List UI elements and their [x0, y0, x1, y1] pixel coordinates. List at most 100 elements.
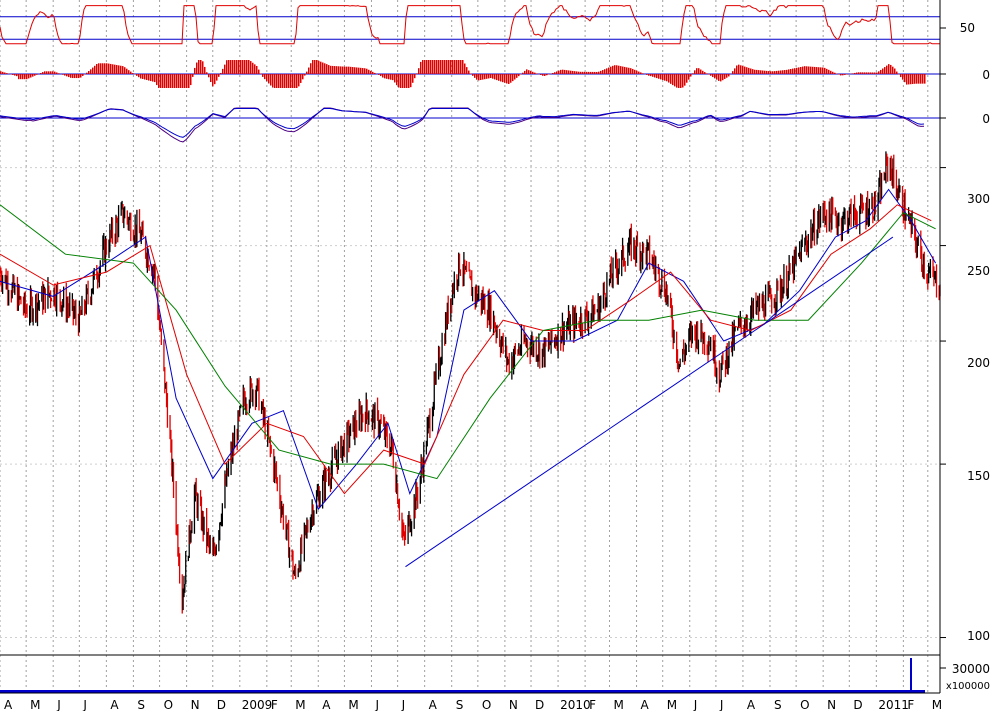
histogram-bar: [756, 70, 758, 74]
histogram-bar: [48, 71, 50, 74]
histogram-bar: [478, 74, 480, 80]
x-tick-label: O: [482, 698, 491, 711]
histogram-bar: [346, 67, 348, 74]
histogram-bar: [200, 60, 202, 74]
histogram-bar: [654, 74, 656, 77]
histogram-bar: [496, 74, 498, 80]
histogram-bar: [226, 60, 228, 74]
histogram-bar: [390, 74, 392, 80]
x-tick-label: A: [110, 698, 119, 711]
histogram-bar: [260, 73, 262, 74]
histogram-bar: [650, 74, 652, 76]
histogram-bar: [160, 74, 162, 88]
histogram-bar: [372, 72, 374, 74]
histogram-bar: [816, 67, 818, 74]
histogram-bar: [796, 68, 798, 74]
histogram-bar: [920, 74, 922, 84]
histogram-bar: [334, 66, 336, 74]
histogram-bar: [290, 74, 292, 88]
histogram-bar: [924, 74, 926, 84]
histogram-bar: [340, 66, 342, 74]
histogram-bar: [312, 60, 314, 74]
histogram-bar: [750, 68, 752, 74]
histogram-bar: [374, 73, 376, 74]
histogram-bar: [804, 66, 806, 74]
histogram-bar: [298, 74, 300, 86]
histogram-bar: [442, 60, 444, 74]
histogram-bar: [416, 73, 418, 74]
histogram-bar: [310, 63, 312, 74]
histogram-bar: [860, 72, 862, 74]
x-tick-label: J: [693, 698, 698, 711]
histogram-bar: [476, 74, 478, 80]
histogram-bar: [40, 73, 42, 74]
histogram-bar: [892, 67, 894, 74]
histogram-bar: [724, 74, 726, 79]
x-tick-label: A: [641, 698, 650, 711]
histogram-bar: [276, 74, 278, 88]
histogram-bar: [382, 74, 384, 78]
x-tick-label: J: [719, 698, 724, 711]
histogram-bar: [152, 74, 154, 82]
histogram-bar: [32, 74, 34, 77]
histogram-bar: [482, 74, 484, 80]
histogram-bar: [234, 60, 236, 74]
histogram-bar: [410, 74, 412, 87]
histogram-bar: [516, 74, 518, 78]
histogram-bar: [710, 74, 712, 76]
histogram-bar: [510, 74, 512, 83]
histogram-bar: [450, 60, 452, 74]
histogram-bar: [824, 68, 826, 74]
histogram-bar: [686, 74, 688, 83]
histogram-bar: [580, 72, 582, 74]
histogram-bar: [734, 68, 736, 74]
x-tick-label: N: [509, 698, 518, 711]
histogram-bar: [630, 68, 632, 74]
histogram-bar: [504, 74, 506, 83]
histogram-bar: [440, 60, 442, 74]
histogram-bar: [800, 67, 802, 74]
histogram-bar: [402, 74, 404, 88]
histogram-bar: [44, 71, 46, 74]
histogram-bar: [302, 74, 304, 79]
x-tick-label: M: [614, 698, 624, 711]
histogram-bar: [712, 74, 714, 77]
histogram-bar: [142, 74, 144, 79]
histogram-bar: [658, 74, 660, 79]
histogram-bar: [834, 73, 836, 74]
histogram-bar: [308, 68, 310, 74]
histogram-bar: [696, 68, 698, 74]
histogram-bar: [866, 72, 868, 74]
histogram-bar: [22, 74, 24, 79]
histogram-bar: [454, 60, 456, 74]
histogram-bar: [536, 73, 538, 74]
histogram-bar: [728, 74, 730, 76]
histogram-bar: [754, 70, 756, 74]
histogram-bar: [822, 67, 824, 74]
histogram-bar: [486, 74, 488, 79]
histogram-bar: [790, 69, 792, 74]
histogram-bar: [702, 71, 704, 74]
histogram-bar: [34, 74, 36, 76]
histogram-bar: [776, 71, 778, 74]
histogram-bar: [612, 66, 614, 74]
histogram-bar: [622, 67, 624, 74]
histogram-bar: [614, 65, 616, 74]
histogram-bar: [182, 74, 184, 88]
histogram-bar: [740, 65, 742, 74]
histogram-bar: [176, 74, 178, 88]
histogram-bar: [222, 69, 224, 74]
x-tick-label: A: [322, 698, 331, 711]
histogram-bar: [890, 65, 892, 74]
histogram-bar: [358, 68, 360, 74]
histogram-bar: [744, 67, 746, 74]
histogram-bar: [698, 68, 700, 74]
histogram-bar: [678, 74, 680, 88]
histogram-bar: [112, 64, 114, 74]
histogram-bar: [206, 72, 208, 74]
histogram-bar: [398, 74, 400, 88]
histogram-bar: [250, 61, 252, 74]
histogram-bar: [306, 72, 308, 74]
histogram-bar: [28, 74, 30, 78]
